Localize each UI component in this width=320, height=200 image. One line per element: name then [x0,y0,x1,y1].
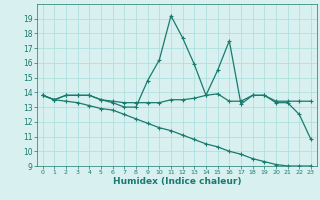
X-axis label: Humidex (Indice chaleur): Humidex (Indice chaleur) [113,177,241,186]
